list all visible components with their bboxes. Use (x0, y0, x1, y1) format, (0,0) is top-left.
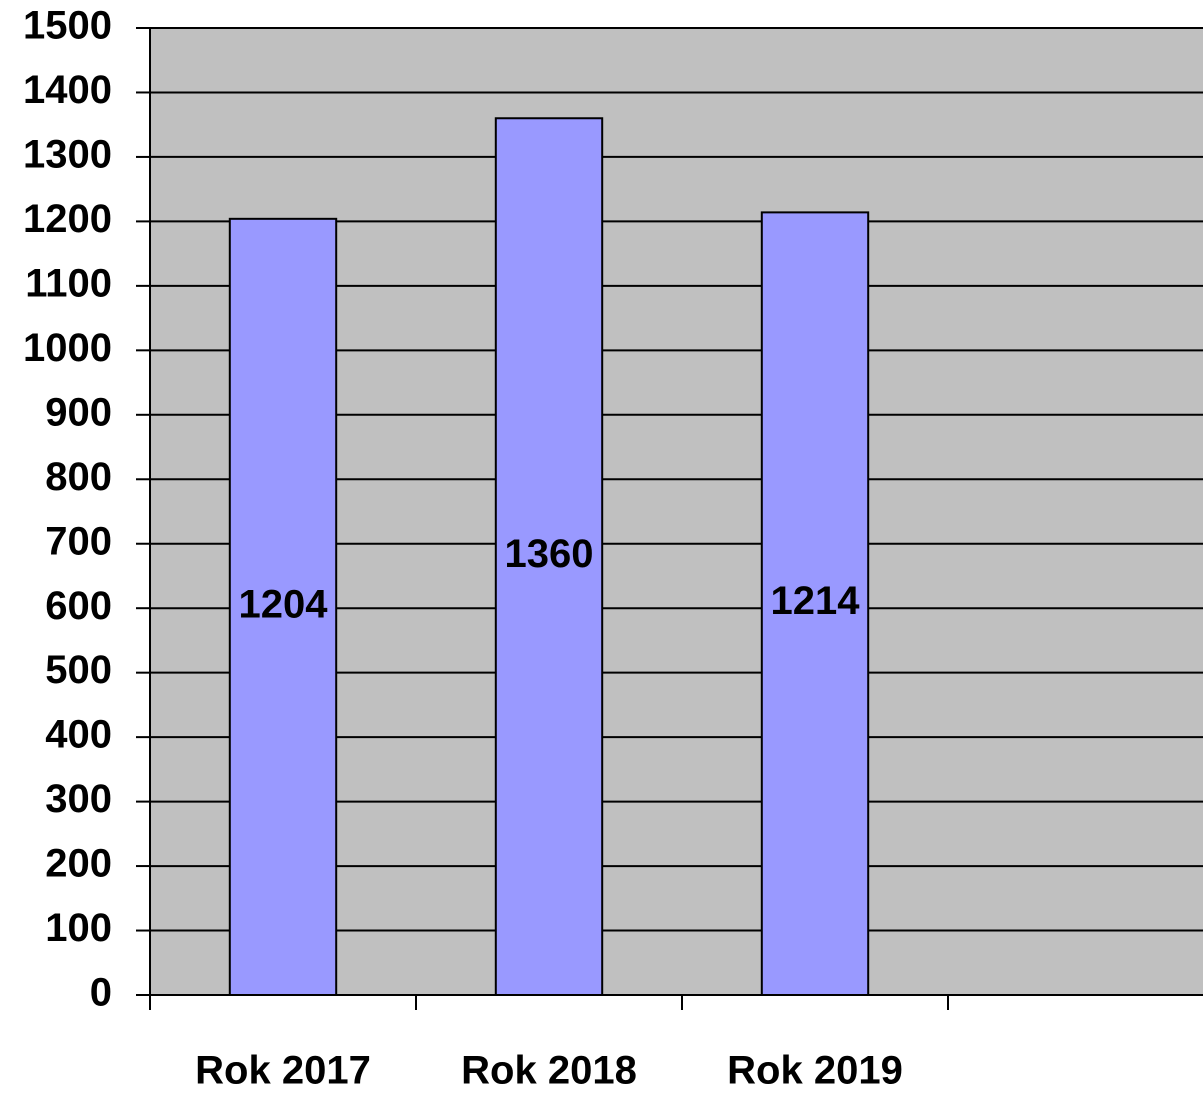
y-tick-label: 1500 (23, 4, 112, 48)
bar (228, 217, 338, 996)
x-tick-label: Rok 2017 (195, 1049, 371, 1093)
y-tick-label: 1000 (23, 326, 112, 370)
y-tick-label: 900 (45, 390, 112, 434)
y-tick-label: 1300 (23, 132, 112, 176)
y-tick-label: 1400 (23, 68, 112, 112)
y-tick-label: 500 (45, 648, 112, 692)
y-tick-label: 800 (45, 455, 112, 499)
data-label: 1204 (239, 582, 329, 626)
data-label: 1214 (771, 579, 861, 623)
y-tick-label: 0 (90, 971, 112, 1015)
y-tick-label: 300 (45, 777, 112, 821)
y-tick-label: 600 (45, 584, 112, 628)
x-tick-label: Rok 2018 (461, 1049, 637, 1093)
y-tick-label: 400 (45, 713, 112, 757)
bar (494, 117, 604, 996)
bar (760, 211, 870, 996)
data-label: 1360 (505, 532, 594, 576)
y-tick-label: 700 (45, 519, 112, 563)
y-tick-label: 200 (45, 842, 112, 886)
x-tick-label: Rok 2019 (727, 1049, 903, 1093)
y-tick-label: 1100 (25, 261, 112, 305)
y-tick-label: 100 (45, 906, 112, 950)
y-tick-label: 1200 (23, 197, 112, 241)
